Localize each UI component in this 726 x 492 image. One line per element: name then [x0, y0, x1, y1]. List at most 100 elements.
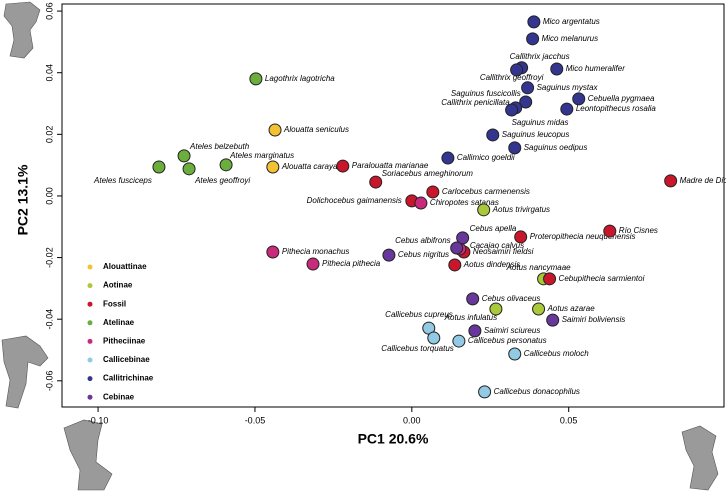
bone-image [681, 425, 719, 491]
point-label: Aotus nancymaae [506, 263, 572, 272]
point-label: Ateles marginatus [229, 151, 294, 160]
point [219, 158, 233, 172]
point [152, 160, 166, 174]
legend-label: Callicebinae [103, 355, 150, 364]
bone-image [1, 335, 49, 409]
point [266, 245, 280, 259]
plot-frame [61, 3, 725, 408]
point-label: Dolichocebus gaimanensis [307, 196, 402, 205]
y-tick-label: 0.04 [44, 64, 54, 82]
legend-marker [87, 376, 93, 382]
point [505, 103, 519, 117]
point-label: Pithecia monachus [282, 247, 350, 256]
point-label: Mico melanurus [542, 34, 598, 43]
point-label: Cebus albifrons [395, 236, 451, 245]
legend-marker [87, 338, 93, 344]
point-label: Paralouatta marianae [352, 161, 429, 170]
point [450, 241, 464, 255]
point [268, 123, 282, 137]
y-tick-label: -0.02 [44, 247, 54, 268]
point-label: Lagothrix lagotricha [265, 74, 335, 83]
point-label: Chiropotes satanas [430, 198, 499, 207]
point [466, 292, 480, 306]
point-label: Ateles belzebuth [189, 142, 250, 151]
point-label: Callicebus personatus [468, 336, 547, 345]
point [427, 331, 441, 345]
point-label: Carlocebus carmenensis [442, 187, 530, 196]
point [336, 159, 350, 173]
y-tick-label: 0.00 [44, 187, 54, 205]
point [177, 149, 191, 163]
point-label: Cacajao calvus [470, 241, 524, 250]
point-label: Aotus azarae [547, 304, 596, 313]
point-label: Ateles fusciceps [93, 176, 152, 185]
point-label: Cebus apella [470, 224, 517, 233]
point [521, 81, 535, 95]
legend-marker [87, 301, 93, 307]
y-axis-label: PC2 13.1% [15, 164, 31, 235]
x-tick-label: -0.05 [245, 415, 266, 425]
point-label: Callicebus donacophilus [494, 387, 580, 396]
legend-marker [87, 264, 93, 270]
point-label: Mico humeralifer [566, 64, 625, 73]
point [546, 313, 560, 327]
legend-label: Atelinae [103, 318, 135, 327]
bone-image [63, 419, 113, 491]
point-label: Alouatta caraya [281, 162, 338, 171]
point-label: Ateles geoffroyi [194, 176, 250, 185]
point-label: Callithrix geoffroyi [480, 73, 544, 82]
point-label: Cebupithecia sarmientoi [559, 274, 645, 283]
point [478, 385, 492, 399]
point [382, 248, 396, 262]
y-tick-label: -0.04 [44, 309, 54, 330]
point [527, 15, 541, 29]
point-label: Saguinus leucopus [502, 130, 570, 139]
legend-label: Aotinae [103, 281, 133, 290]
point-label: Callicebus torquatus [381, 344, 453, 353]
point-label: Aotus dindensis [463, 260, 520, 269]
legend-marker [87, 357, 93, 363]
point [572, 92, 586, 106]
y-tick-label: 0.02 [44, 126, 54, 144]
point [414, 196, 428, 210]
point-label: Cebus nigritus [398, 250, 449, 259]
point-label: Callithrix penicillata [441, 98, 510, 107]
point [249, 72, 263, 86]
x-tick-label: 0.05 [560, 415, 578, 425]
point [426, 185, 440, 199]
legend-label: Alouattinae [103, 262, 147, 271]
point-label: Callimico goeldii [457, 153, 515, 162]
point [543, 272, 557, 286]
point [510, 63, 524, 77]
point [369, 175, 383, 189]
legend-label: Cebinae [103, 392, 135, 401]
point-label: Saguinus fuscicollis [451, 89, 521, 98]
x-axis-label: PC1 20.6% [358, 431, 429, 447]
point-label: Soriacebus ameghinorum [382, 169, 473, 178]
legend-marker [87, 283, 93, 289]
point [182, 162, 196, 176]
point [526, 32, 540, 46]
point-label: Mico argentatus [543, 17, 600, 26]
point-label: Madre de Dios [680, 176, 726, 185]
point-label: Pithecia pithecia [322, 259, 381, 268]
point-label: Río Cisnes [619, 226, 658, 235]
bone-image [3, 1, 41, 59]
point [456, 231, 470, 245]
point-label: Neosaimiri fieldsi [473, 247, 534, 256]
point-label: Saimiri boliviensis [562, 315, 626, 324]
y-tick-label: -0.06 [44, 371, 54, 392]
point-label: Saguinus oedipus [524, 143, 588, 152]
point [550, 62, 564, 76]
point [519, 95, 533, 109]
point-label: Alouatta seniculus [283, 125, 349, 134]
point [306, 257, 320, 271]
point-label: Leontopithecus rosalia [576, 104, 657, 113]
point-label: Callicebus cupreus [385, 310, 453, 319]
legend-label: Fossil [103, 299, 126, 308]
x-tick-label: -0.10 [88, 415, 109, 425]
point [603, 224, 617, 238]
